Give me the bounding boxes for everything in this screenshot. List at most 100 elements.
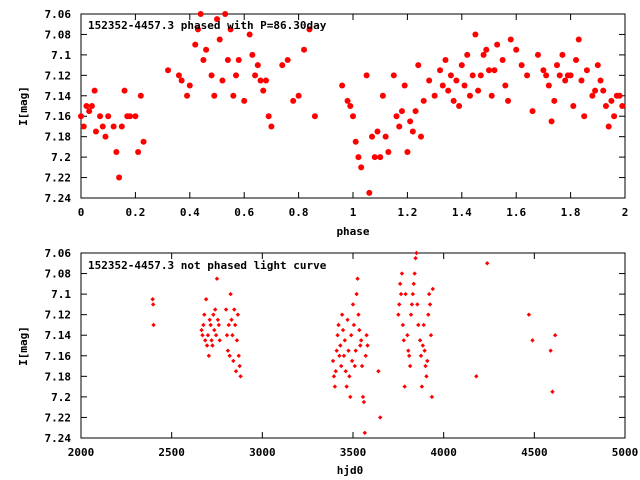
data-point [442,57,449,63]
x-ticks: 2000 2500 3000 3500 4000 4500 5000 [68,253,639,459]
data-point [556,72,563,79]
data-point [351,322,357,328]
data-point [216,36,223,43]
data-point [88,103,95,109]
data-point [507,36,514,43]
data-point [344,384,349,389]
x-tick-label: 5000 [612,446,639,459]
data-point [424,374,429,379]
data-point [426,312,431,317]
data-point [412,271,417,276]
data-point [233,72,240,79]
data-point [226,322,231,328]
x-tick-label: 4500 [521,446,548,459]
data-point [437,67,444,74]
x-tick-label: 2000 [68,446,95,459]
y-ticks: 7.06 7.08 7.1 7.12 7.14 7.16 7.18 7.2 7.22 7.24 [45,8,625,205]
data-point [379,92,386,99]
data-point [91,87,98,94]
data-point [418,353,424,358]
data-point [464,51,471,58]
data-point [235,57,242,63]
data-point [430,286,435,292]
data-point [445,87,452,94]
data-point [228,291,233,297]
data-point [578,77,585,84]
y-tick-label: 7.14 [45,329,72,342]
data-point [421,322,426,328]
data-point [350,302,356,307]
data-point [548,348,553,353]
data-point [137,92,144,99]
data-point [249,51,256,58]
data-point [208,322,213,328]
data-point [450,97,457,104]
data-point [581,113,588,120]
data-point [486,67,492,74]
data-point [105,113,112,120]
data-point [396,123,403,130]
data-point [575,36,582,43]
y-tick-label: 7.06 [45,247,72,260]
data-point [573,57,580,63]
data-point [513,46,520,53]
data-points [78,11,626,196]
data-point [488,92,495,99]
data-point [260,87,267,94]
data-point [360,394,366,400]
data-point [102,133,109,140]
data-point [334,348,339,353]
data-point [212,307,218,312]
data-point [413,255,418,261]
data-point [235,312,241,317]
data-point [409,302,415,307]
y-tick-label: 7.2 [51,391,71,404]
data-point [252,72,259,79]
data-point [311,113,318,120]
data-point [550,389,555,394]
data-point [216,322,222,328]
data-point [268,123,275,130]
data-point [229,317,234,323]
y-tick-label: 7.16 [45,350,72,363]
data-point [223,307,229,312]
data-point [352,363,358,369]
data-point [363,72,370,79]
data-point [502,82,509,89]
x-tick-label: 0.2 [125,206,145,219]
x-tick-label: 2 [622,206,629,219]
data-point [355,154,362,161]
data-point [214,276,220,281]
x-tick-label: 0.8 [289,206,309,219]
data-point [369,133,376,140]
data-point [254,62,261,69]
data-point [404,149,411,155]
data-point [401,338,406,343]
data-point [186,82,193,89]
data-point [364,333,369,338]
data-point [534,51,541,58]
data-point [210,343,215,348]
data-point [605,123,612,130]
data-point [335,333,340,338]
data-point [361,399,367,405]
data-point [554,62,560,69]
data-point [431,92,438,99]
data-point [356,312,361,317]
data-point [347,103,354,109]
data-point [219,77,226,84]
x-tick-label: 0.6 [234,206,254,219]
data-point [340,327,346,333]
data-point [363,353,368,358]
data-point [97,113,104,120]
data-point [352,138,359,145]
x-tick-label: 2500 [158,446,185,459]
y-axis-label: I[mag] [17,86,30,126]
data-point [132,113,139,120]
data-point [402,384,407,389]
data-point [212,327,217,333]
data-point [474,374,479,379]
data-point [597,77,604,84]
data-point [428,333,434,338]
data-point [545,82,552,89]
